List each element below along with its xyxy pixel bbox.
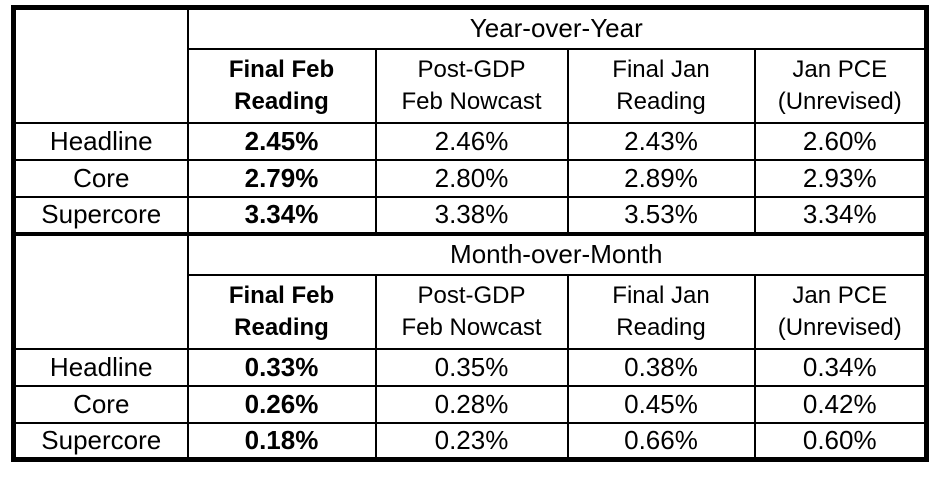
table-row-mom-headline: Headline 0.33% 0.35% 0.38% 0.34% <box>12 347 928 387</box>
col-header-final-feb-mom: Final Feb Reading <box>186 273 377 350</box>
inflation-nowcast-table: Year-over-Year Final Feb Reading Post-GD… <box>11 5 929 462</box>
table-row-mom-core: Core 0.26% 0.28% 0.45% 0.42% <box>12 384 928 424</box>
data-cell: 2.89% <box>566 158 756 198</box>
col-header-line2: Feb Nowcast <box>401 87 542 115</box>
col-header-row-mom: Final Feb Reading Post-GDP Feb Nowcast F… <box>14 273 928 350</box>
col-header-final-jan-mom: Final Jan Reading <box>566 273 756 350</box>
data-cell: 2.43% <box>566 121 756 161</box>
col-header-line2: Reading <box>234 87 329 115</box>
data-cell: 0.38% <box>566 347 756 387</box>
corner-cell-empty-yoy <box>12 6 189 124</box>
col-header-line1: Post-GDP <box>417 55 526 83</box>
row-label-supercore: Supercore <box>12 421 189 461</box>
col-header-line1: Final Feb <box>228 55 335 83</box>
data-cell: 2.80% <box>374 158 569 198</box>
section-title-mom: Month-over-Month <box>186 231 928 276</box>
data-cell: 0.34% <box>753 347 928 387</box>
col-header-line2: Reading <box>616 313 706 341</box>
col-header-line2: (Unrevised) <box>777 87 902 115</box>
data-cell: 0.45% <box>566 384 756 424</box>
data-cell: 2.60% <box>753 121 928 161</box>
col-header-line1: Final Jan <box>612 55 710 83</box>
data-cell: 3.38% <box>374 195 569 235</box>
data-cell: 2.79% <box>186 158 377 198</box>
data-cell: 3.34% <box>186 195 377 235</box>
data-cell: 0.18% <box>186 421 377 461</box>
data-cell: 2.46% <box>374 121 569 161</box>
section-row-yoy: Year-over-Year <box>12 6 928 124</box>
data-cell: 0.66% <box>566 421 756 461</box>
data-cell: 0.42% <box>753 384 928 424</box>
col-header-jan-pce-yoy: Jan PCE (Unrevised) <box>753 47 928 124</box>
table-row-mom-supercore: Supercore 0.18% 0.23% 0.66% 0.60% <box>12 421 928 461</box>
row-label-supercore: Supercore <box>12 195 189 235</box>
col-header-line1: Jan PCE <box>792 281 888 309</box>
col-header-line2: (Unrevised) <box>777 313 902 341</box>
section-title-yoy: Year-over-Year <box>186 6 928 50</box>
table-row-yoy-supercore: Supercore 3.34% 3.38% 3.53% 3.34% <box>12 195 928 235</box>
section-row-mom: Month-over-Month <box>12 231 928 350</box>
row-label-headline: Headline <box>12 121 189 161</box>
col-header-line1: Jan PCE <box>792 55 888 83</box>
table-row-yoy-core: Core 2.79% 2.80% 2.89% 2.93% <box>12 158 928 198</box>
col-header-jan-pce-mom: Jan PCE (Unrevised) <box>753 273 928 350</box>
col-header-line1: Final Jan <box>612 281 710 309</box>
data-cell: 2.45% <box>186 121 377 161</box>
col-header-line1: Final Feb <box>228 281 335 309</box>
col-header-final-jan-yoy: Final Jan Reading <box>566 47 756 124</box>
col-header-final-feb-yoy: Final Feb Reading <box>186 47 377 124</box>
data-cell: 0.33% <box>186 347 377 387</box>
data-cell: 0.60% <box>753 421 928 461</box>
row-label-core: Core <box>12 384 189 424</box>
corner-cell-empty-mom <box>12 231 189 350</box>
col-header-row-yoy: Final Feb Reading Post-GDP Feb Nowcast F… <box>14 47 928 124</box>
col-header-post-gdp-mom: Post-GDP Feb Nowcast <box>374 273 569 350</box>
col-header-post-gdp-yoy: Post-GDP Feb Nowcast <box>374 47 569 124</box>
data-cell: 0.35% <box>374 347 569 387</box>
data-cell: 3.53% <box>566 195 756 235</box>
table-row-yoy-headline: Headline 2.45% 2.46% 2.43% 2.60% <box>12 121 928 161</box>
data-cell: 0.26% <box>186 384 377 424</box>
data-cell: 0.28% <box>374 384 569 424</box>
row-label-core: Core <box>12 158 189 198</box>
col-header-line1: Post-GDP <box>417 281 526 309</box>
col-header-line2: Feb Nowcast <box>401 313 542 341</box>
col-header-line2: Reading <box>234 313 329 341</box>
row-label-headline: Headline <box>12 347 189 387</box>
col-header-line2: Reading <box>616 87 706 115</box>
data-cell: 3.34% <box>753 195 928 235</box>
data-cell: 2.93% <box>753 158 928 198</box>
data-cell: 0.23% <box>374 421 569 461</box>
